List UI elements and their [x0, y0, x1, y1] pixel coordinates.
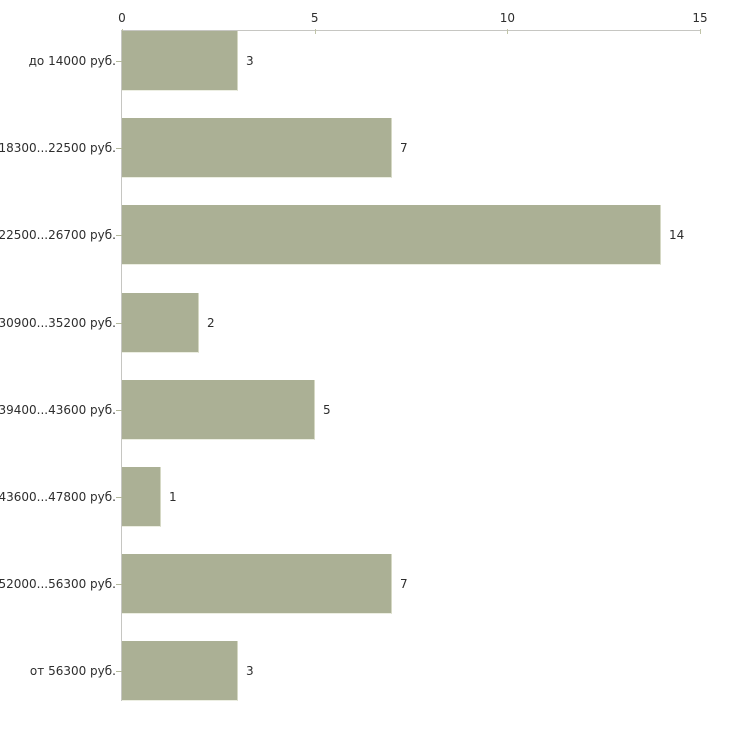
- category-tick: [116, 323, 122, 324]
- bar-value-label: 14: [669, 228, 685, 243]
- bar: [122, 292, 199, 353]
- category-label: 43600...47800 руб.: [0, 490, 116, 504]
- category-label: 39400...43600 руб.: [0, 402, 116, 417]
- bar-value-label: 7: [400, 577, 408, 592]
- bar-value-label: 3: [246, 664, 254, 679]
- category-tick: [116, 61, 122, 62]
- x-axis-tick-label: 10: [499, 11, 515, 25]
- category-label: до 14000 руб.: [28, 54, 116, 68]
- bar-value-label: 1: [169, 490, 177, 504]
- category-label: от 56300 руб.: [29, 664, 116, 679]
- bar: [122, 467, 161, 527]
- x-axis-tick: [507, 29, 509, 34]
- category-tick: [116, 497, 122, 498]
- bar: [122, 31, 238, 91]
- bar: [122, 118, 392, 179]
- x-axis-tick: [700, 29, 701, 34]
- category-tick: [116, 148, 122, 149]
- y-axis-line: [121, 30, 122, 702]
- category-tick: [116, 235, 122, 236]
- x-axis-tick-label: 15: [692, 11, 708, 25]
- x-axis-line: [122, 30, 701, 31]
- category-tick: [116, 671, 122, 672]
- category-label: 52000...56300 руб.: [0, 577, 116, 592]
- x-axis-tick-label: 0: [118, 11, 126, 25]
- x-axis-tick: [314, 29, 316, 34]
- bar: [122, 379, 315, 440]
- bar: [122, 554, 392, 615]
- bar-value-label: 7: [400, 141, 408, 156]
- bar: [122, 641, 238, 702]
- bar-value-label: 3: [246, 54, 254, 68]
- category-tick: [116, 584, 122, 585]
- bar-value-label: 5: [323, 402, 331, 417]
- category-label: 18300...22500 руб.: [0, 141, 116, 156]
- bar-value-label: 2: [207, 315, 215, 330]
- category-tick: [116, 410, 122, 411]
- category-label: 30900...35200 руб.: [0, 315, 116, 330]
- x-axis-tick-label: 5: [310, 11, 319, 25]
- category-label: 22500...26700 руб.: [0, 228, 116, 243]
- bar: [122, 205, 661, 266]
